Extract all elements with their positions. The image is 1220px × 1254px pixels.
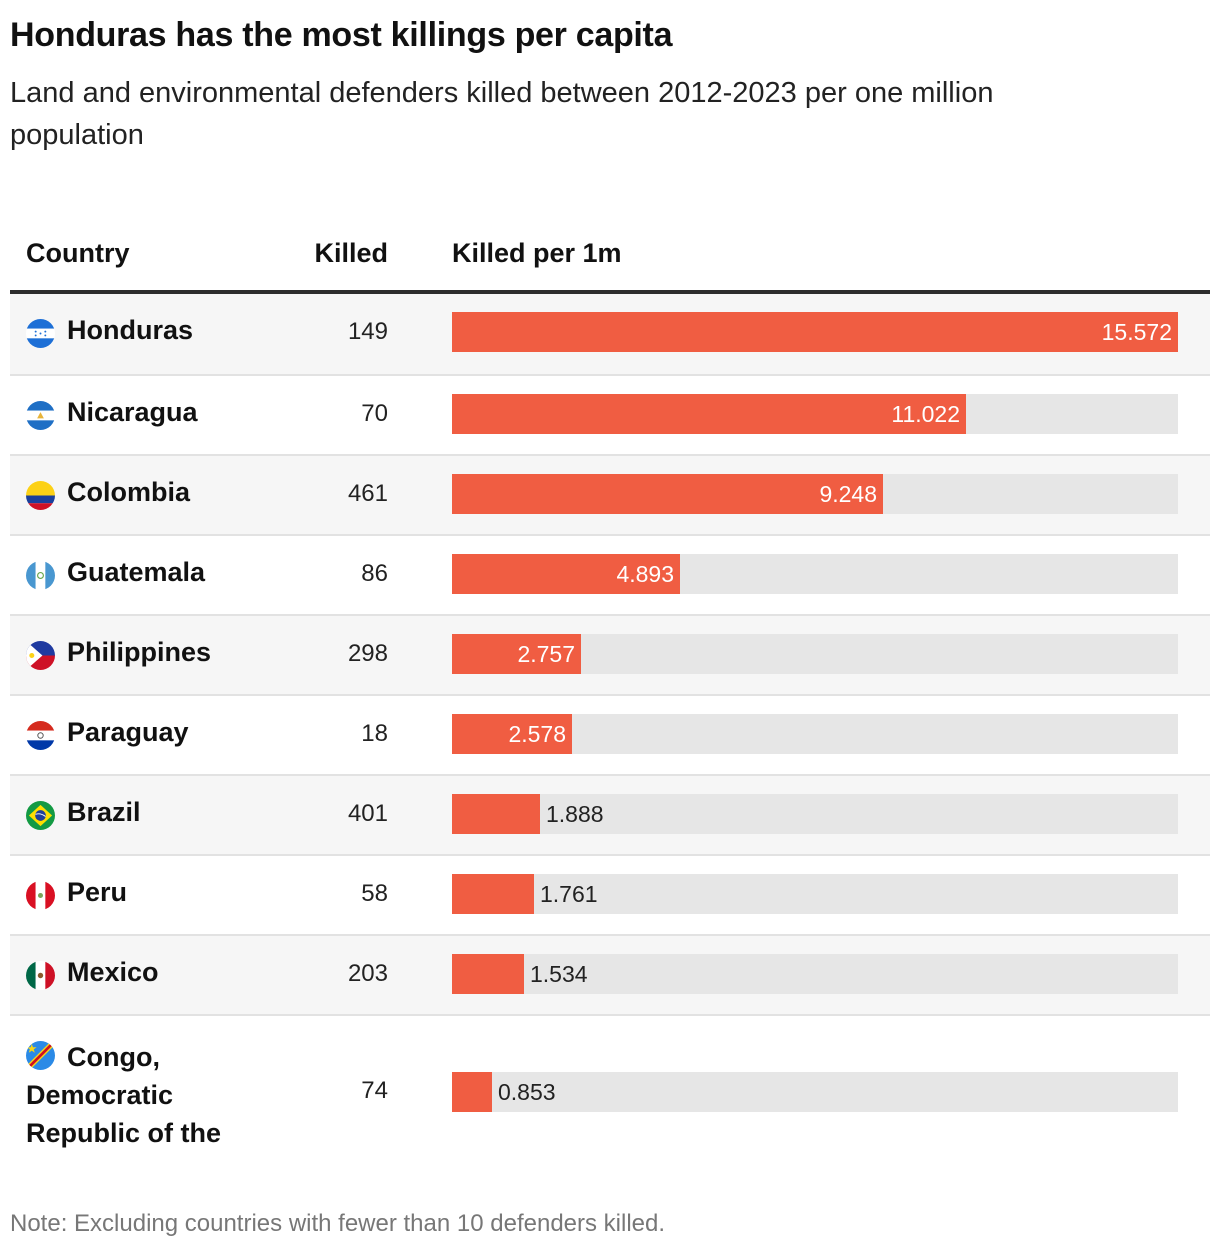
bar-value-label: 0.853 xyxy=(498,1079,556,1105)
killed-count: 70 xyxy=(361,400,388,427)
country-name: Peru xyxy=(67,877,128,907)
bar-killed-per-1m xyxy=(452,1072,492,1112)
killed-count: 18 xyxy=(361,720,388,747)
bar-value-label: 2.578 xyxy=(508,721,566,747)
killed-count: 298 xyxy=(347,640,388,667)
table-row-peru: Peru 58 1.761 xyxy=(10,854,1210,934)
paraguay-flag-icon xyxy=(26,721,55,750)
bar-killed-per-1m xyxy=(452,634,581,674)
bar-track: 11.022 xyxy=(452,394,1178,434)
guatemala-flag-icon xyxy=(26,561,55,590)
table-header: Country Killed Killed per 1m xyxy=(10,232,1210,294)
bar-killed-per-1m xyxy=(452,714,572,754)
bar-track: 15.572 xyxy=(452,312,1178,352)
nicaragua-flag-icon xyxy=(26,401,55,430)
killed-count: 461 xyxy=(347,480,388,507)
chart-subtitle: Land and environmental defenders killed … xyxy=(10,77,994,151)
bar-value-label: 4.893 xyxy=(616,561,674,587)
bar-killed-per-1m xyxy=(452,874,534,914)
bar-track: 9.248 xyxy=(452,474,1178,514)
bar-killed-per-1m xyxy=(452,394,966,434)
killed-count: 401 xyxy=(347,800,388,827)
column-header-country: Country xyxy=(26,238,130,268)
peru-flag-icon xyxy=(26,881,55,910)
bar-track: 2.578 xyxy=(452,714,1178,754)
table-row-honduras: Honduras 149 15.572 xyxy=(10,294,1210,374)
table-row-paraguay: Paraguay 18 2.578 xyxy=(10,694,1210,774)
killed-count: 74 xyxy=(361,1077,388,1104)
country-name: Colombia xyxy=(67,477,191,507)
bar-track: 1.888 xyxy=(452,794,1178,834)
table-body: Honduras 149 15.572 Nicaragua 70 11.022 Colomb… xyxy=(10,294,1210,1168)
bar-value-label: 1.534 xyxy=(530,961,588,987)
bar-track: 1.761 xyxy=(452,874,1178,914)
country-name: Paraguay xyxy=(67,717,189,747)
column-header-killed: Killed xyxy=(314,238,388,268)
country-name: Nicaragua xyxy=(67,397,198,427)
bar-value-label: 11.022 xyxy=(891,401,960,427)
bar-track: 2.757 xyxy=(452,634,1178,674)
colombia-flag-icon xyxy=(26,481,55,510)
country-name: Honduras xyxy=(67,315,194,345)
bar-killed-per-1m xyxy=(452,474,883,514)
table-row-guatemala: Guatemala 86 4.893 xyxy=(10,534,1210,614)
country-name: Guatemala xyxy=(67,557,206,587)
table-row-congo-democratic-republic-of-the: Congo, Democratic Republic of the 74 0.853 xyxy=(10,1014,1210,1168)
killed-count: 203 xyxy=(347,960,388,987)
philippines-flag-icon xyxy=(26,641,55,670)
bar-value-label: 15.572 xyxy=(1101,319,1172,345)
table-row-philippines: Philippines 298 2.757 xyxy=(10,614,1210,694)
bar-value-label: 9.248 xyxy=(819,481,877,507)
table-row-mexico: Mexico 203 1.534 xyxy=(10,934,1210,1014)
brazil-flag-icon xyxy=(26,801,55,830)
country-name: Congo, Democratic Republic of the xyxy=(26,1042,221,1148)
bar-value-label: 2.757 xyxy=(517,641,575,667)
bar-track: 1.534 xyxy=(452,954,1178,994)
country-name: Brazil xyxy=(67,797,141,827)
bar-killed-per-1m xyxy=(452,312,1178,352)
killed-count: 149 xyxy=(347,318,388,345)
bar-track: 4.893 xyxy=(452,554,1178,594)
column-header-killed-per-1m: Killed per 1m xyxy=(452,238,622,268)
chart-title: Honduras has the most killings per capit… xyxy=(10,16,673,54)
honduras-flag-icon xyxy=(26,319,55,348)
table-row-colombia: Colombia 461 9.248 xyxy=(10,454,1210,534)
country-name: Mexico xyxy=(67,957,159,987)
bar-killed-per-1m xyxy=(452,954,524,994)
bar-value-label: 1.761 xyxy=(540,881,598,907)
chart-note: Note: Excluding countries with fewer tha… xyxy=(10,1210,666,1237)
dr-congo-flag-icon xyxy=(26,1041,55,1070)
bar-track: 0.853 xyxy=(452,1072,1178,1112)
mexico-flag-icon xyxy=(26,961,55,990)
bar-killed-per-1m xyxy=(452,554,680,594)
table-row-brazil: Brazil 401 1.888 xyxy=(10,774,1210,854)
killed-count: 58 xyxy=(361,880,388,907)
table-row-nicaragua: Nicaragua 70 11.022 xyxy=(10,374,1210,454)
killed-count: 86 xyxy=(361,560,388,587)
bar-killed-per-1m xyxy=(452,794,540,834)
country-name: Philippines xyxy=(67,637,212,667)
bar-value-label: 1.888 xyxy=(546,801,604,827)
